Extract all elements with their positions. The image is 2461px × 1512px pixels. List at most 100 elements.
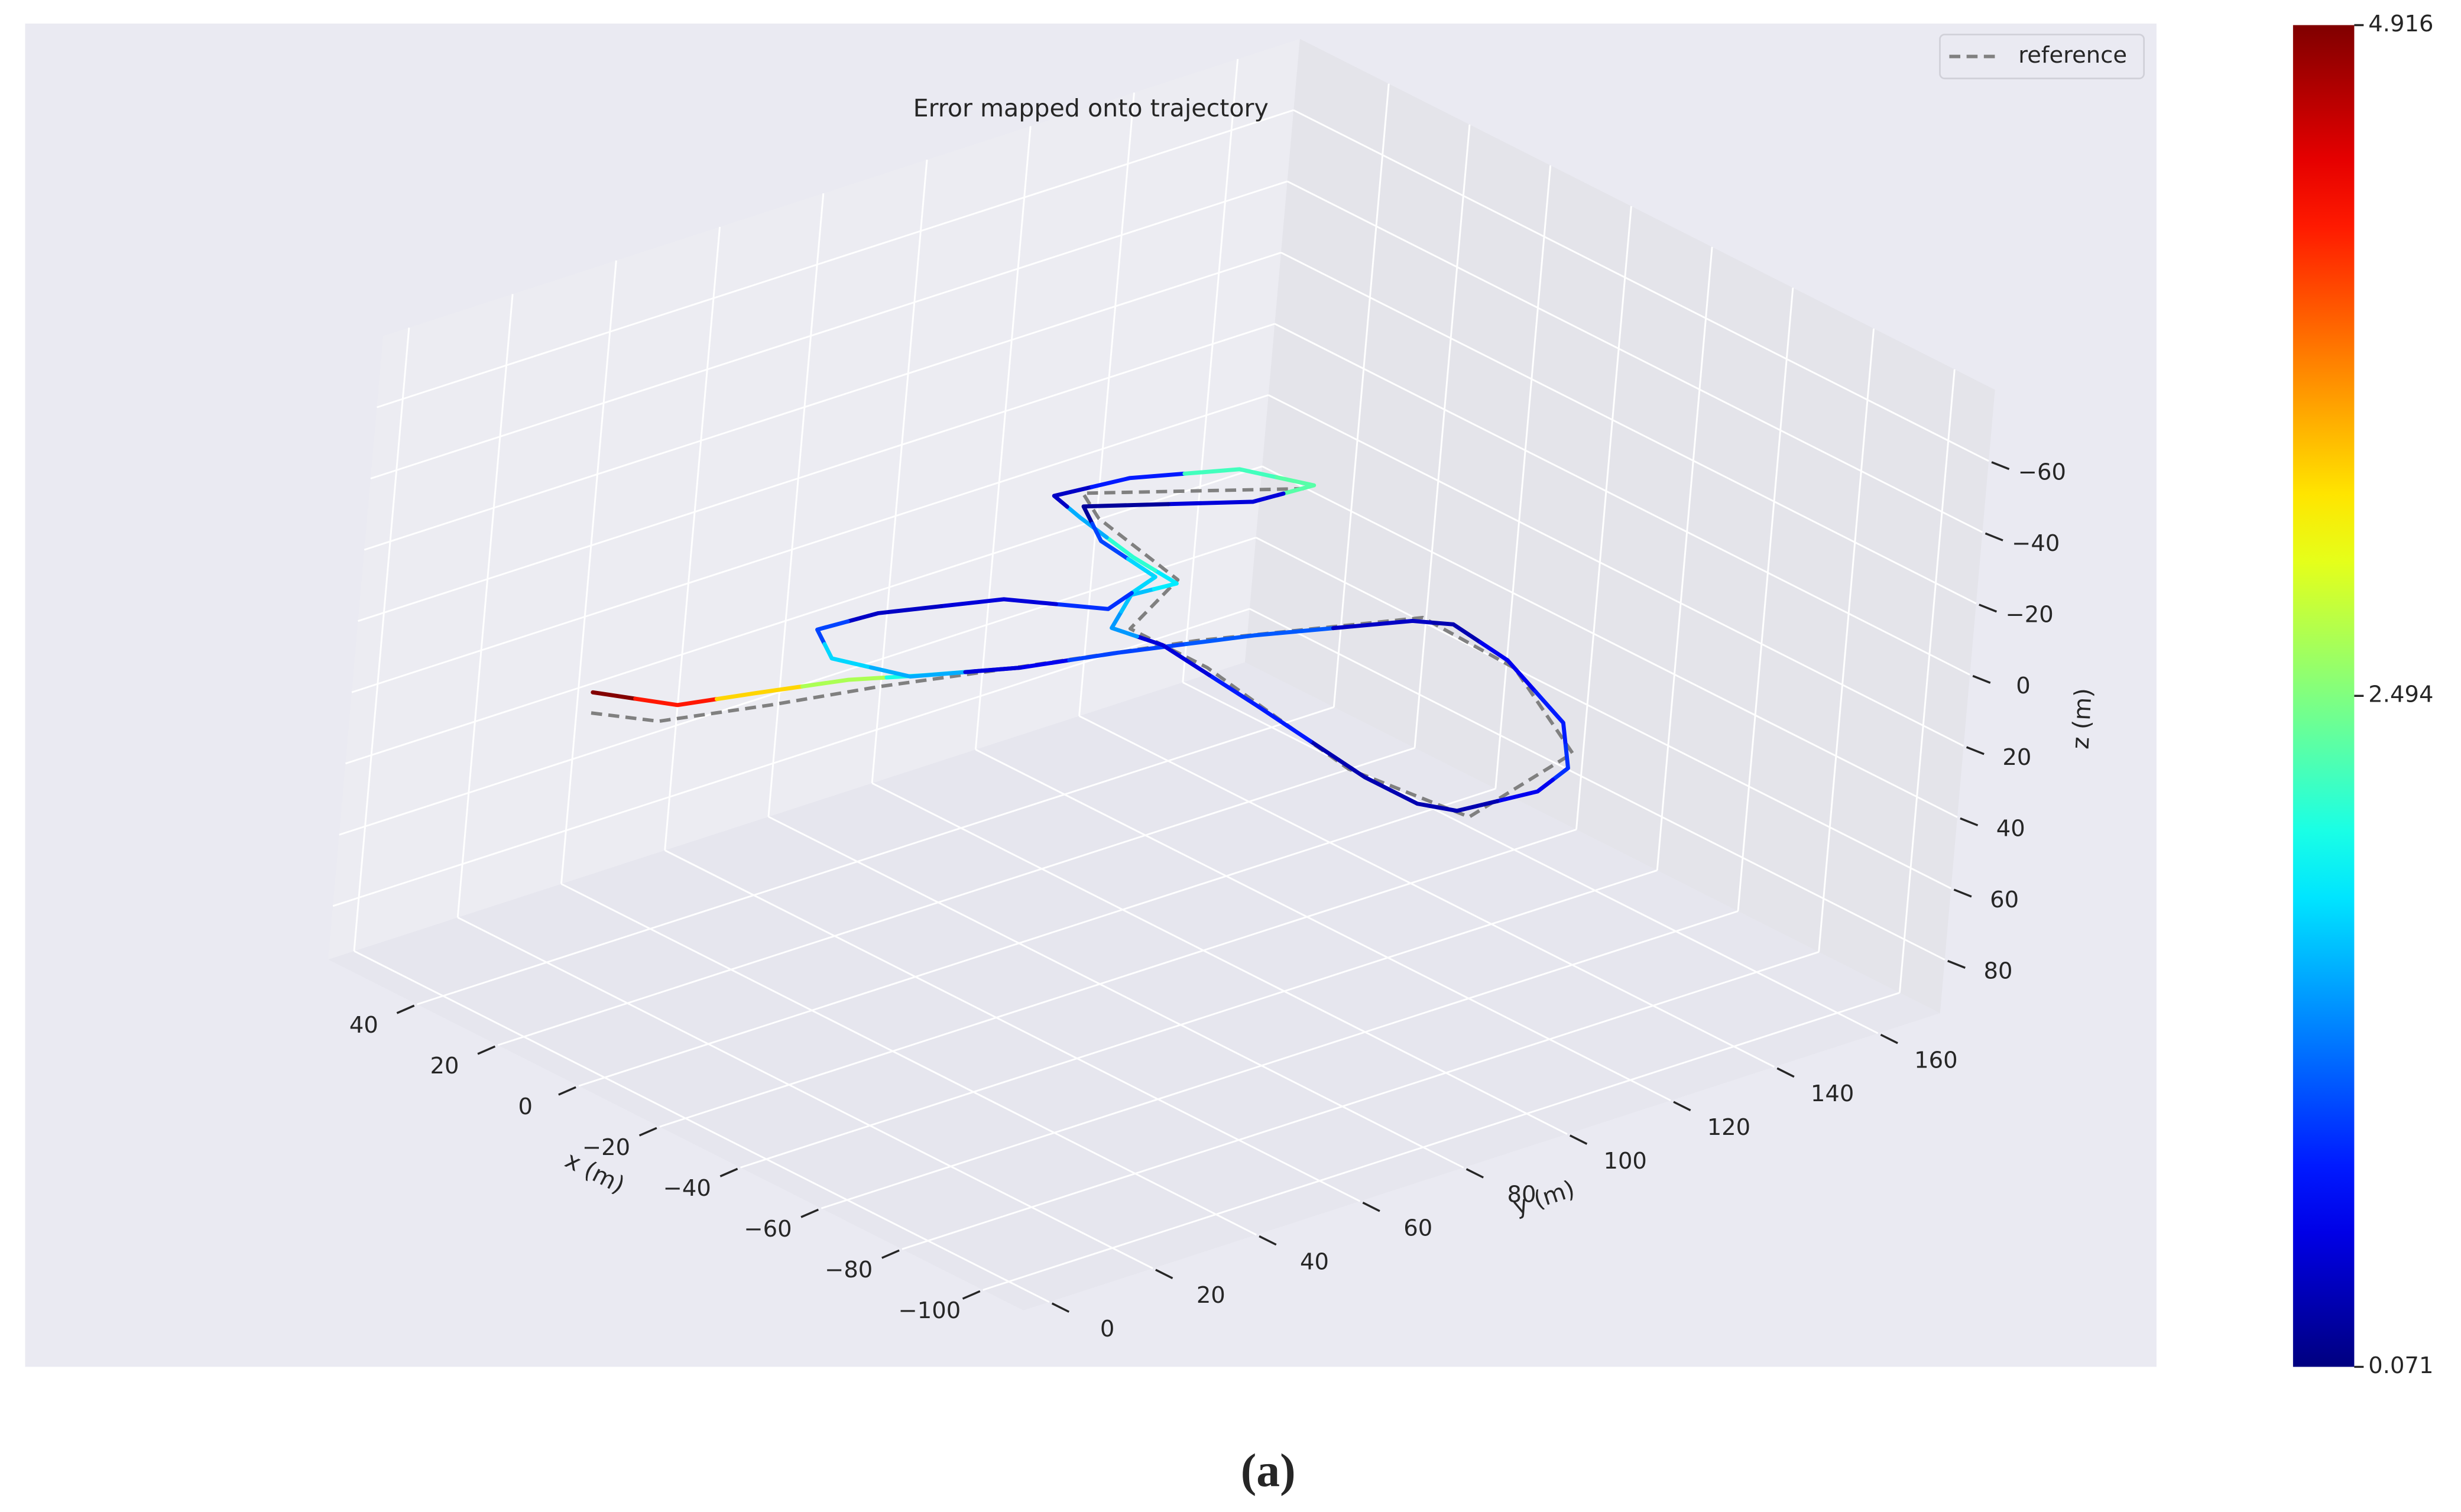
grid-line (871, 782, 1568, 1135)
colorbar (2293, 25, 2355, 1367)
trajectory-segment (1053, 590, 1134, 611)
trajectory-segment (939, 597, 1058, 609)
tick-mark (1991, 461, 2010, 471)
tick-mark (1362, 1202, 1380, 1212)
grid-line (370, 180, 1288, 480)
x-tick-label: −60 (744, 1216, 792, 1242)
tick-mark (1880, 1033, 1898, 1044)
trajectory-segment (1090, 471, 1187, 489)
grid-line (664, 226, 721, 851)
grid-line (560, 883, 1257, 1236)
grid-line (351, 394, 1269, 693)
x-tick-label: −80 (825, 1257, 873, 1283)
trajectory-segment (1126, 557, 1157, 595)
grid-line (1898, 369, 1956, 993)
chart-title: Error mapped onto trajectory (913, 94, 1269, 122)
grid-line (821, 910, 1739, 1209)
trajectory-segment (714, 684, 805, 702)
tick-mark (1953, 888, 1972, 898)
trajectory-segment (822, 642, 873, 670)
back-pane (1244, 38, 1995, 1014)
grid-line (1656, 246, 1713, 871)
grid-line (578, 787, 1496, 1087)
grid-line (1332, 83, 1390, 708)
grid-line (902, 951, 1820, 1250)
z-tick-label: −40 (2012, 530, 2060, 557)
tick-mark (1673, 1101, 1691, 1112)
tick-mark (1966, 746, 1985, 755)
trajectory-segment (1090, 521, 1130, 562)
grid-line (1262, 465, 1958, 818)
trajectory-segment (1275, 475, 1317, 496)
y-tick-label: 20 (1197, 1282, 1225, 1309)
x-tick-label: −40 (663, 1175, 711, 1202)
tick-mark (1972, 674, 1991, 684)
reference-line (591, 486, 1575, 819)
y-tick-label: 60 (1403, 1215, 1432, 1241)
grid-line (377, 109, 1294, 408)
grid-line (358, 323, 1275, 622)
x-tick-label: 20 (430, 1053, 459, 1079)
tick-mark (1155, 1268, 1173, 1280)
grid-line (560, 260, 617, 884)
y-tick-label: 100 (1603, 1148, 1646, 1174)
trajectory-segment (1081, 502, 1170, 526)
grid-line (974, 126, 1032, 750)
colorbar-tick-label: 4.916 (2368, 11, 2433, 37)
y-tick-label: 120 (1707, 1114, 1750, 1141)
legend-box (1939, 34, 2145, 80)
x-tick-label: 40 (349, 1012, 378, 1039)
side-pane (328, 38, 1300, 960)
tick-mark (719, 1167, 738, 1177)
tick-mark (1051, 1302, 1070, 1313)
trajectory-segment (1052, 485, 1094, 509)
trajectory-segment (963, 666, 1023, 674)
tick-mark (1985, 532, 2003, 541)
grid-line (1575, 206, 1632, 830)
grid-line (1494, 165, 1552, 789)
trajectory-segment (1533, 689, 1568, 748)
legend-label: reference (2018, 42, 2127, 69)
z-tick-label: 20 (2002, 744, 2031, 771)
tick-mark (1465, 1168, 1484, 1179)
trajectory-segment (1435, 799, 1500, 813)
trajectory-segment (1431, 620, 1483, 645)
y-tick-label: 40 (1300, 1248, 1329, 1275)
y-tick-label: 160 (1914, 1047, 1957, 1073)
trajectory-segment (1182, 467, 1279, 479)
caption: (a) (1241, 1445, 1296, 1497)
trajectory-segment (1184, 626, 1335, 647)
grid-line (983, 992, 1900, 1291)
grid-line (975, 748, 1671, 1102)
tick-mark (1960, 817, 1979, 826)
grid-line (1818, 328, 1875, 952)
x-tick-label: −20 (582, 1134, 630, 1161)
grid-line (767, 193, 825, 817)
grid-line (417, 706, 1334, 1005)
trajectory-segment (868, 665, 968, 679)
grid-line (497, 747, 1415, 1046)
grid-line (1255, 537, 1952, 890)
trajectory-segment (815, 619, 850, 646)
floor-pane (328, 662, 1940, 1310)
grid-line (456, 294, 514, 918)
grid-line (664, 849, 1361, 1202)
tick-mark (477, 1045, 496, 1055)
grid-line (1182, 59, 1239, 683)
tick-mark (962, 1290, 981, 1300)
trajectory-segment (1152, 568, 1179, 592)
grid-line (1293, 109, 1989, 462)
grid-line (659, 829, 1577, 1128)
tick-mark (1776, 1067, 1795, 1078)
grid-line (1078, 715, 1775, 1068)
z-tick-label: 40 (1996, 815, 2025, 842)
grid-line (1413, 124, 1471, 748)
grid-line (1249, 608, 1946, 961)
trajectory-segment (591, 690, 637, 701)
trajectory-segment (1104, 535, 1157, 573)
trajectory-segment (1551, 743, 1570, 782)
z-tick-label: −60 (2018, 459, 2066, 486)
y-tick-label: 0 (1100, 1316, 1115, 1342)
